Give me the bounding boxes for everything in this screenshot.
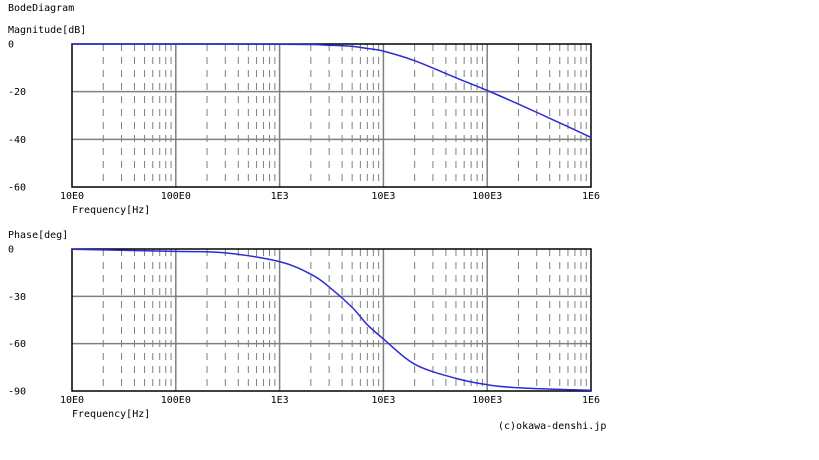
x-tick-label: 100E0: [161, 395, 191, 406]
x-tick-label: 100E3: [472, 191, 502, 202]
magnitude-axis-label: Magnitude[dB]: [8, 25, 86, 36]
x-tick-label: 1E6: [582, 191, 600, 202]
y-tick-label: 0: [8, 40, 14, 51]
magnitude-plot: Magnitude[dB] 0 -20 -40 -60 10E0 100E0 1E3 10E3 1…: [8, 25, 600, 216]
phase-x-axis-label: Frequency[Hz]: [72, 409, 150, 420]
x-tick-label: 1E6: [582, 395, 600, 406]
y-tick-label: 0: [8, 245, 14, 256]
y-tick-label: -30: [8, 292, 26, 303]
phase-axis-label: Phase[deg]: [8, 230, 68, 241]
y-tick-label: -60: [8, 183, 26, 194]
credit-text: (c)okawa-denshi.jp: [498, 421, 606, 432]
magnitude-curve: [71, 43, 592, 139]
x-tick-label: 1E3: [271, 395, 289, 406]
magnitude-x-axis-label: Frequency[Hz]: [72, 205, 150, 216]
y-tick-label: -90: [8, 387, 26, 398]
phase-plot: Phase[deg] 0 -30 -60 -90 10E0 100E0 1E3 10E3 100E…: [8, 230, 600, 420]
plot-frame: [71, 43, 592, 188]
chart-title: BodeDiagram: [8, 3, 74, 14]
phase-curve: [71, 248, 592, 391]
y-tick-label: -20: [8, 87, 26, 98]
x-tick-label: 1E3: [271, 191, 289, 202]
x-tick-label: 10E0: [60, 395, 84, 406]
x-tick-label: 100E0: [161, 191, 191, 202]
y-tick-label: -60: [8, 339, 26, 350]
x-tick-label: 100E3: [472, 395, 502, 406]
x-tick-label: 10E3: [371, 395, 395, 406]
x-tick-label: 10E3: [371, 191, 395, 202]
plot-frame: [71, 248, 592, 392]
y-tick-label: -40: [8, 135, 26, 146]
x-tick-label: 10E0: [60, 191, 84, 202]
